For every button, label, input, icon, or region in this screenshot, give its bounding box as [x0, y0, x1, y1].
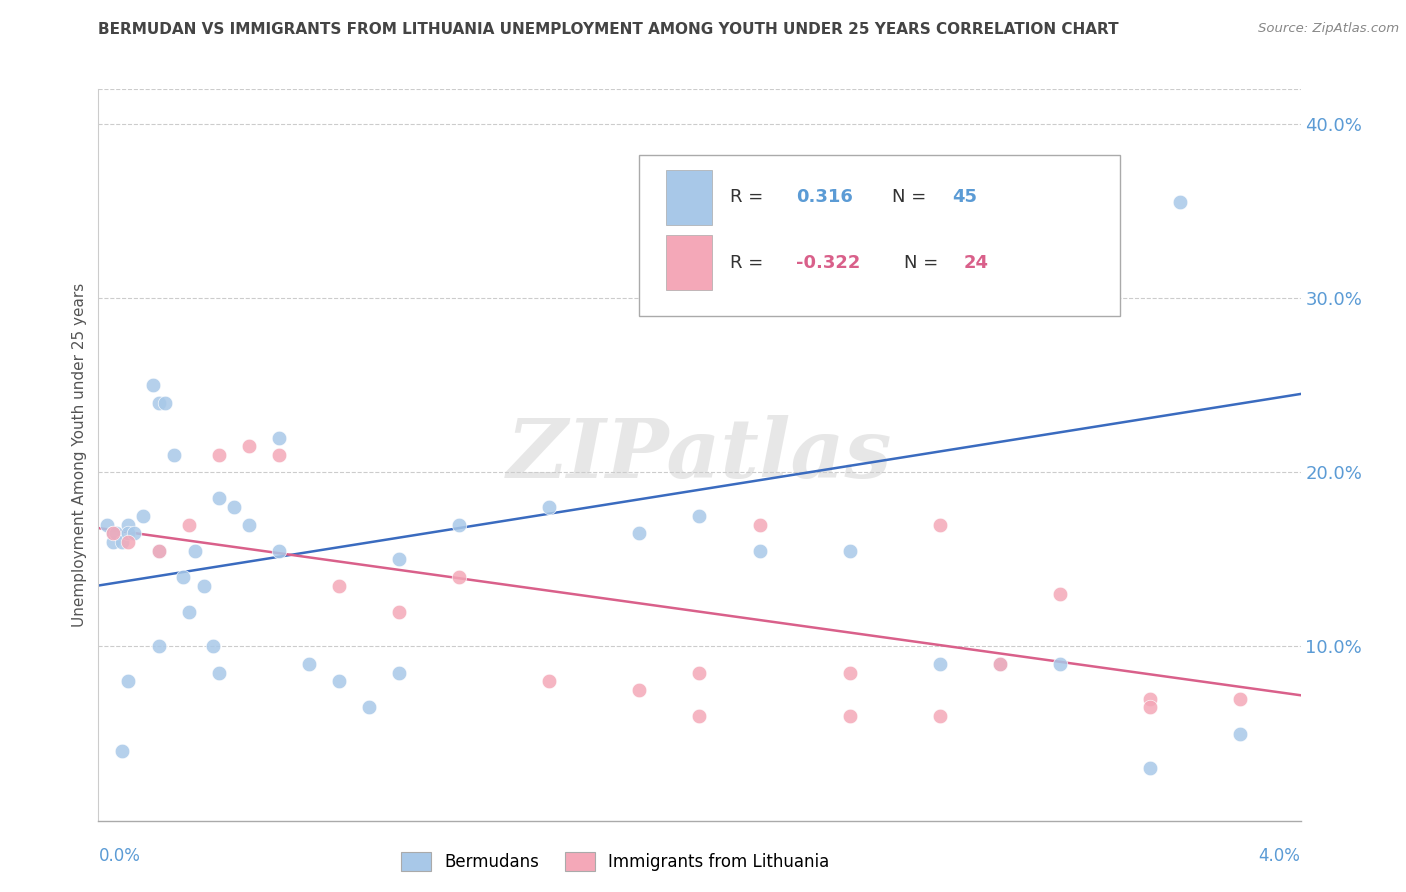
Point [117, 535, 139, 549]
Point [1229, 726, 1251, 740]
Text: 0.316: 0.316 [796, 188, 852, 206]
Point [222, 500, 245, 515]
Point [1139, 761, 1161, 775]
Point [117, 517, 139, 532]
Text: N =: N = [904, 254, 943, 272]
Point [162, 448, 184, 462]
Point [838, 665, 860, 680]
Point [928, 517, 950, 532]
Point [148, 543, 170, 558]
Point [388, 552, 411, 566]
Point [357, 700, 380, 714]
Point [748, 543, 770, 558]
Point [388, 665, 411, 680]
Point [96, 517, 118, 532]
Point [1168, 195, 1191, 210]
Text: 45: 45 [952, 188, 977, 206]
Point [688, 665, 710, 680]
Text: R =: R = [730, 254, 769, 272]
Point [928, 709, 950, 723]
Text: Source: ZipAtlas.com: Source: ZipAtlas.com [1258, 22, 1399, 36]
Point [141, 378, 163, 392]
Point [183, 543, 205, 558]
Point [238, 517, 260, 532]
Point [148, 395, 170, 409]
Point [193, 578, 215, 592]
Point [117, 674, 139, 689]
Point [1049, 587, 1071, 601]
Point [267, 448, 290, 462]
Point [148, 640, 170, 654]
Text: 24: 24 [965, 254, 988, 272]
Point [988, 657, 1011, 671]
Point [103, 535, 125, 549]
Text: 0.0%: 0.0% [98, 847, 141, 865]
Point [298, 657, 321, 671]
Point [172, 570, 194, 584]
Point [1139, 700, 1161, 714]
Text: N =: N = [891, 188, 932, 206]
Point [328, 578, 350, 592]
Point [267, 430, 290, 444]
Text: BERMUDAN VS IMMIGRANTS FROM LITHUANIA UNEMPLOYMENT AMONG YOUTH UNDER 25 YEARS CO: BERMUDAN VS IMMIGRANTS FROM LITHUANIA UN… [98, 22, 1119, 37]
Text: R =: R = [730, 188, 769, 206]
Point [447, 570, 470, 584]
Point [1139, 691, 1161, 706]
Point [1049, 657, 1071, 671]
Text: 4.0%: 4.0% [1258, 847, 1301, 865]
Legend: Bermudans, Immigrants from Lithuania: Bermudans, Immigrants from Lithuania [395, 846, 837, 878]
Point [111, 744, 134, 758]
Point [447, 517, 470, 532]
Point [838, 543, 860, 558]
Point [148, 543, 170, 558]
Point [177, 605, 200, 619]
Text: ZIPatlas: ZIPatlas [506, 415, 893, 495]
Point [1229, 691, 1251, 706]
Point [538, 500, 561, 515]
Point [208, 491, 231, 506]
Text: -0.322: -0.322 [796, 254, 860, 272]
Point [328, 674, 350, 689]
Point [117, 526, 139, 541]
Point [201, 640, 224, 654]
Point [628, 526, 651, 541]
Point [928, 657, 950, 671]
Point [628, 683, 651, 698]
Point [132, 508, 155, 523]
Point [111, 535, 134, 549]
Point [208, 665, 231, 680]
Y-axis label: Unemployment Among Youth under 25 years: Unemployment Among Youth under 25 years [72, 283, 87, 627]
Point [988, 657, 1011, 671]
Point [105, 526, 128, 541]
FancyBboxPatch shape [666, 235, 711, 291]
Point [748, 517, 770, 532]
FancyBboxPatch shape [666, 169, 711, 225]
Point [238, 439, 260, 453]
FancyBboxPatch shape [640, 155, 1121, 316]
Point [388, 605, 411, 619]
Point [103, 526, 125, 541]
Point [538, 674, 561, 689]
Point [177, 517, 200, 532]
Point [153, 395, 176, 409]
Point [124, 526, 146, 541]
Point [838, 709, 860, 723]
Point [267, 543, 290, 558]
Point [688, 508, 710, 523]
Point [208, 448, 231, 462]
Point [103, 526, 125, 541]
Point [688, 709, 710, 723]
